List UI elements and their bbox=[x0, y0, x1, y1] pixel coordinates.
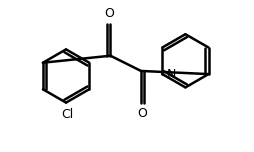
Text: Cl: Cl bbox=[61, 108, 73, 121]
Text: N: N bbox=[167, 68, 176, 81]
Text: O: O bbox=[104, 7, 114, 19]
Text: O: O bbox=[137, 107, 147, 120]
